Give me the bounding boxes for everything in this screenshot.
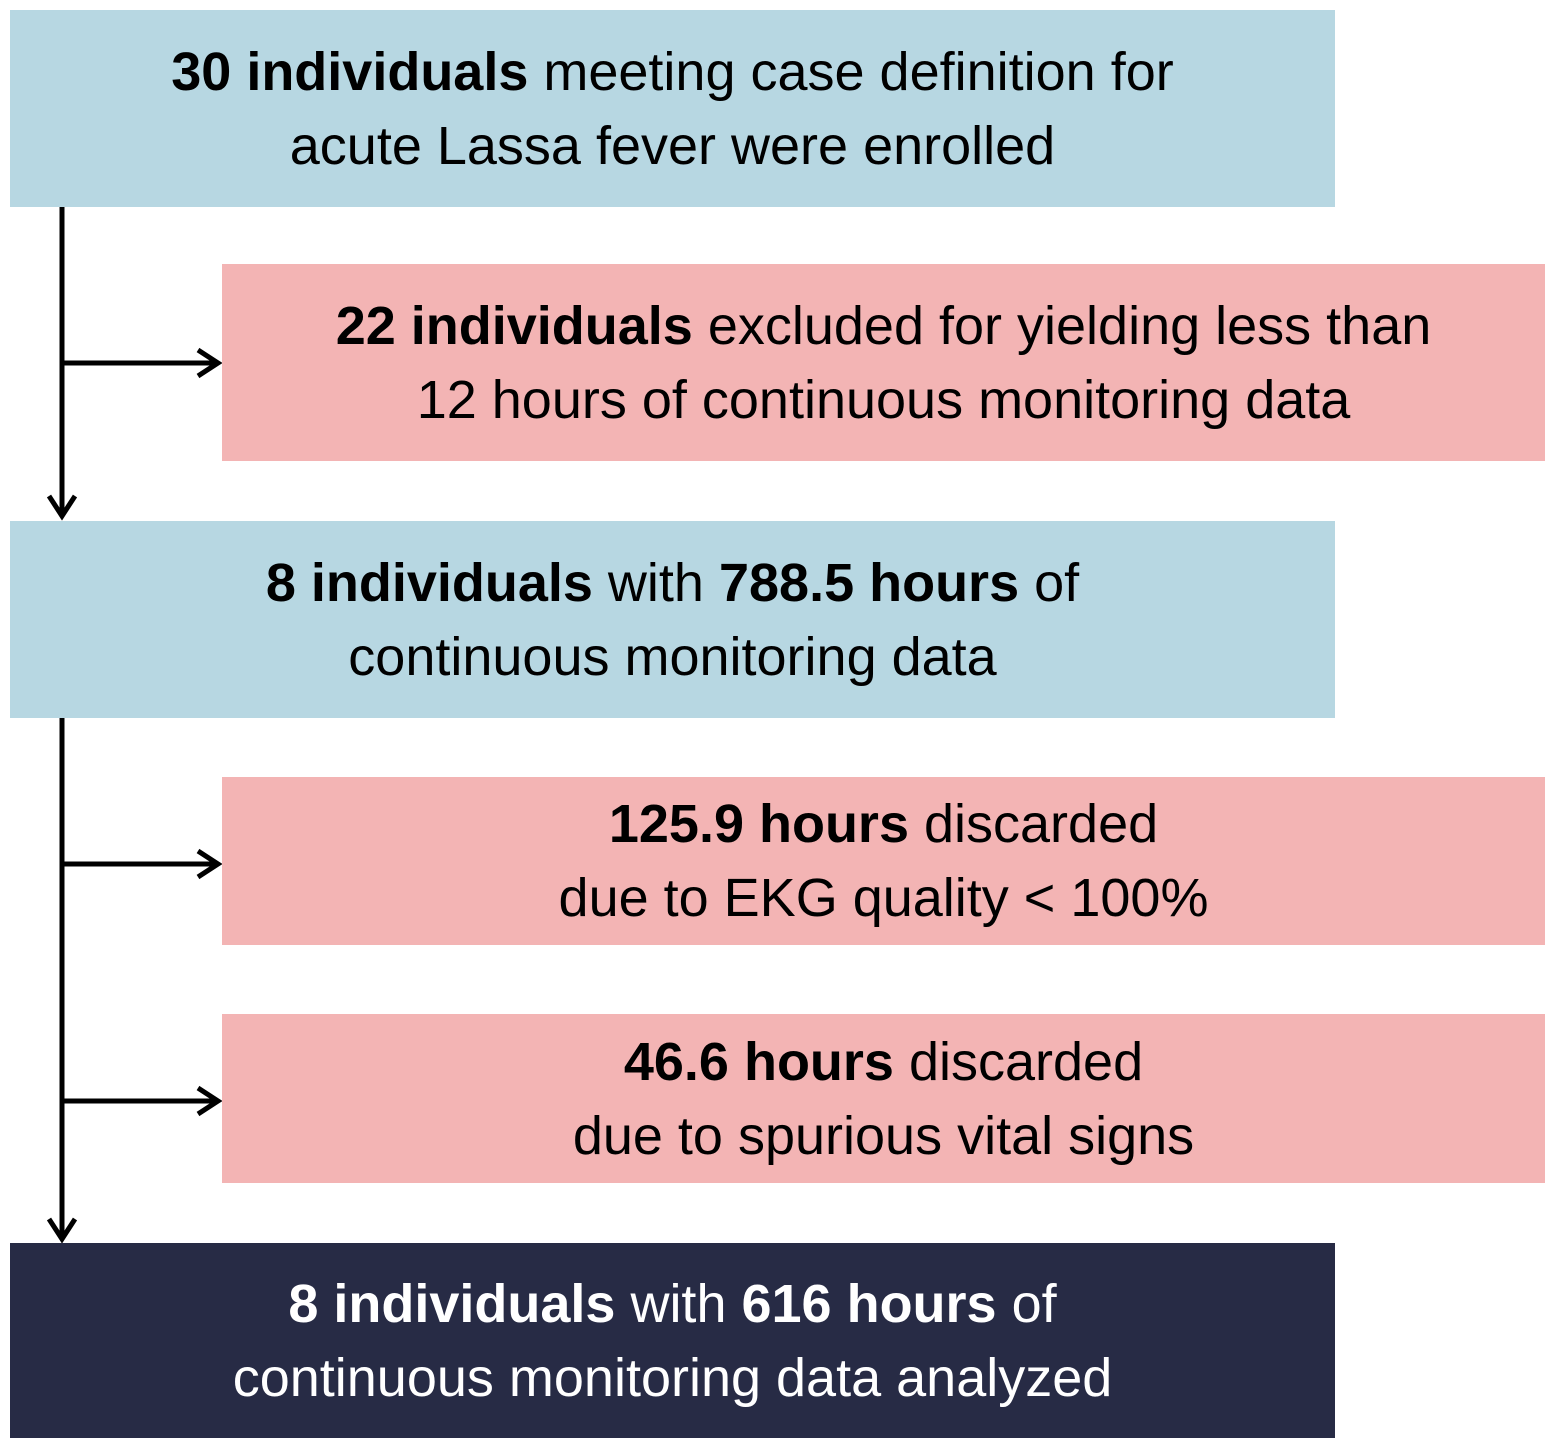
discarded-vitals-box: 46.6 hours discarded due to spurious vita… <box>222 1014 1545 1183</box>
excluded-box: 22 individuals excluded for yielding les… <box>222 264 1545 461</box>
text-line: 12 hours of continuous monitoring data <box>417 363 1351 437</box>
bold-text: 8 individuals <box>288 1273 616 1334</box>
text-line: 8 individuals with 788.5 hours of <box>266 546 1079 620</box>
enrolled-box: 30 individuals meeting case definition f… <box>10 10 1335 207</box>
text: meeting case definition for <box>528 41 1174 102</box>
bold-text: 22 individuals <box>335 295 693 356</box>
text-line: acute Lassa fever were enrolled <box>290 109 1055 183</box>
included-box: 8 individuals with 788.5 hours of continu… <box>10 521 1335 718</box>
text: continuous monitoring data analyzed <box>232 1347 1113 1408</box>
analyzed-box: 8 individuals with 616 hours of continuou… <box>10 1243 1335 1438</box>
text: of <box>996 1273 1057 1334</box>
bold-text: 8 individuals <box>265 552 593 613</box>
text-line: 8 individuals with 616 hours of <box>288 1267 1056 1341</box>
text-line: 22 individuals excluded for yielding les… <box>336 289 1432 363</box>
bold-text: 46.6 hours <box>623 1031 894 1092</box>
text: discarded <box>908 794 1159 854</box>
text: of <box>1019 552 1080 613</box>
arrowhead <box>46 1217 78 1244</box>
text-line: 125.9 hours discarded <box>609 787 1158 861</box>
bold-text: 616 hours <box>741 1273 997 1334</box>
text-line: 30 individuals meeting case definition f… <box>171 35 1174 109</box>
arrows <box>46 207 223 1244</box>
text-line: due to EKG quality < 100% <box>559 861 1209 935</box>
bold-text: 788.5 hours <box>718 552 1020 613</box>
text-line: continuous monitoring data <box>348 620 996 694</box>
arrowhead <box>196 1085 223 1117</box>
text: excluded for yielding less than <box>692 295 1432 356</box>
text: with <box>592 552 719 613</box>
text: with <box>615 1273 742 1334</box>
text: acute Lassa fever were enrolled <box>289 115 1056 176</box>
text: due to spurious vital signs <box>572 1105 1195 1166</box>
text: due to EKG quality < 100% <box>558 868 1209 928</box>
bold-text: 30 individuals <box>171 41 529 102</box>
text-line: 46.6 hours discarded <box>624 1025 1143 1099</box>
text-line: continuous monitoring data analyzed <box>233 1341 1113 1415</box>
text: 12 hours of continuous monitoring data <box>416 369 1351 430</box>
text: discarded <box>893 1031 1144 1092</box>
text-line: due to spurious vital signs <box>573 1099 1194 1173</box>
discarded-ekg-box: 125.9 hours discarded due to EKG quality … <box>222 777 1545 945</box>
arrowhead <box>46 494 78 521</box>
arrowhead <box>196 347 223 379</box>
text: continuous monitoring data <box>348 626 997 687</box>
bold-text: 125.9 hours <box>608 794 909 854</box>
arrowhead <box>196 848 223 880</box>
